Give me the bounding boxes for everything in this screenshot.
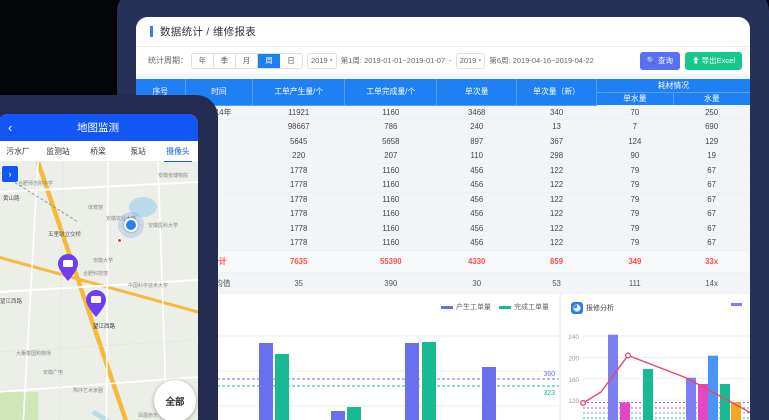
svg-text:120: 120 (568, 398, 579, 405)
svg-text:160: 160 (568, 377, 579, 384)
svg-text:360: 360 (543, 371, 555, 378)
svg-text:240: 240 (568, 334, 579, 341)
svg-text:200: 200 (568, 355, 579, 362)
svg-text:323: 323 (543, 390, 555, 397)
